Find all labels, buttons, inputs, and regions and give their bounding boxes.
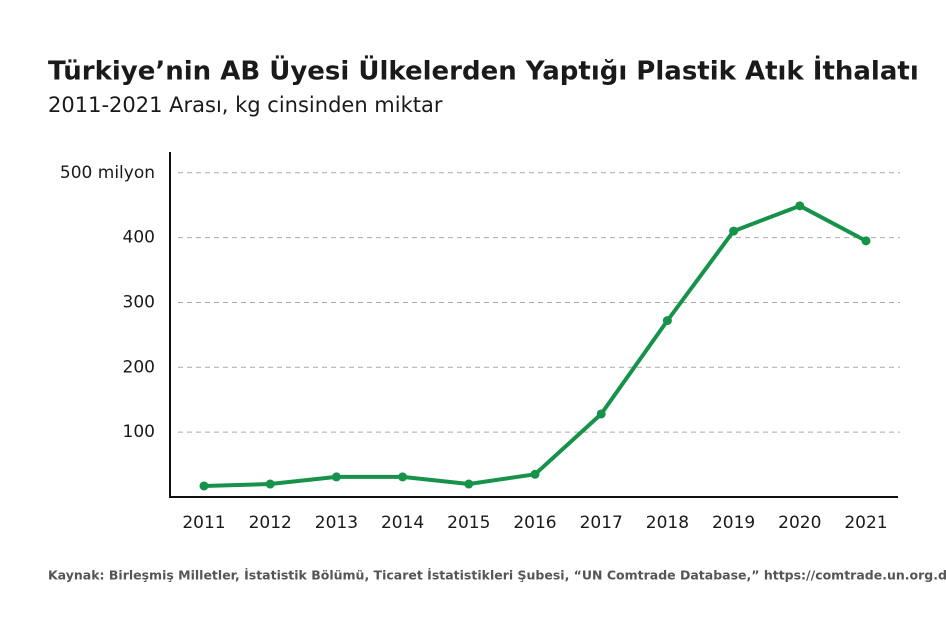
x-tick-label: 2020 — [778, 513, 821, 533]
data-point — [199, 481, 209, 491]
x-tick-label: 2013 — [315, 513, 358, 533]
x-tick-label: 2014 — [381, 513, 424, 533]
y-tick-label: 300 — [123, 292, 155, 312]
y-tick-label: 100 — [123, 422, 155, 442]
data-point — [729, 226, 739, 236]
y-tick-label: 200 — [123, 357, 155, 377]
data-point — [331, 472, 341, 482]
x-tick-label: 2015 — [447, 513, 490, 533]
data-line — [203, 203, 867, 488]
source-note: Kaynak: Birleşmiş Milletler, İstatistik … — [48, 568, 946, 583]
data-point — [861, 236, 871, 246]
y-tick-label: 400 — [123, 228, 155, 248]
data-point — [596, 409, 606, 419]
data-point — [662, 316, 672, 326]
x-tick-label: 2021 — [844, 513, 887, 533]
data-point — [530, 469, 540, 479]
chart-title: Türkiye’nin AB Üyesi Ülkelerden Yaptığı … — [48, 54, 919, 87]
chart-subtitle: 2011-2021 Arası, kg cinsinden miktar — [48, 93, 443, 117]
data-point — [464, 479, 474, 489]
x-tick-label: 2019 — [712, 513, 755, 533]
x-tick-label: 2018 — [646, 513, 689, 533]
data-point — [795, 201, 805, 211]
data-point — [265, 479, 275, 489]
data-point — [398, 472, 408, 482]
y-tick-label: 500 milyon — [60, 163, 155, 183]
x-tick-label: 2016 — [513, 513, 556, 533]
x-tick-label: 2011 — [182, 513, 225, 533]
x-tick-label: 2017 — [580, 513, 623, 533]
x-tick-label: 2012 — [249, 513, 292, 533]
